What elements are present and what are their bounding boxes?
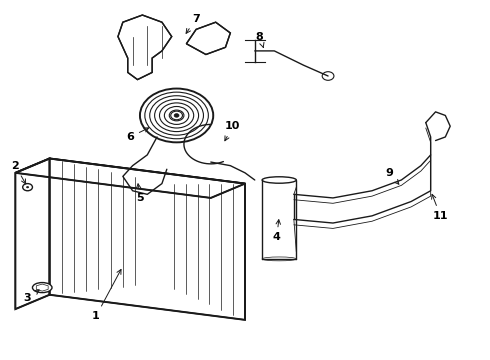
Ellipse shape xyxy=(32,283,52,293)
Polygon shape xyxy=(49,158,245,320)
Circle shape xyxy=(174,114,179,117)
Polygon shape xyxy=(15,158,245,198)
Text: 11: 11 xyxy=(432,194,448,221)
Polygon shape xyxy=(15,158,49,309)
Polygon shape xyxy=(186,22,230,54)
Text: 1: 1 xyxy=(92,270,121,321)
Text: 4: 4 xyxy=(273,220,281,242)
Text: 10: 10 xyxy=(225,121,241,141)
Text: 7: 7 xyxy=(186,14,200,33)
Text: 6: 6 xyxy=(126,128,148,142)
Circle shape xyxy=(26,186,29,188)
Polygon shape xyxy=(118,15,172,80)
Text: 8: 8 xyxy=(256,32,264,48)
Circle shape xyxy=(23,184,32,191)
Text: 3: 3 xyxy=(24,290,39,303)
Circle shape xyxy=(171,111,182,120)
Text: 9: 9 xyxy=(385,168,399,184)
Text: 5: 5 xyxy=(136,184,144,203)
Text: 2: 2 xyxy=(11,161,25,184)
Circle shape xyxy=(322,72,334,80)
